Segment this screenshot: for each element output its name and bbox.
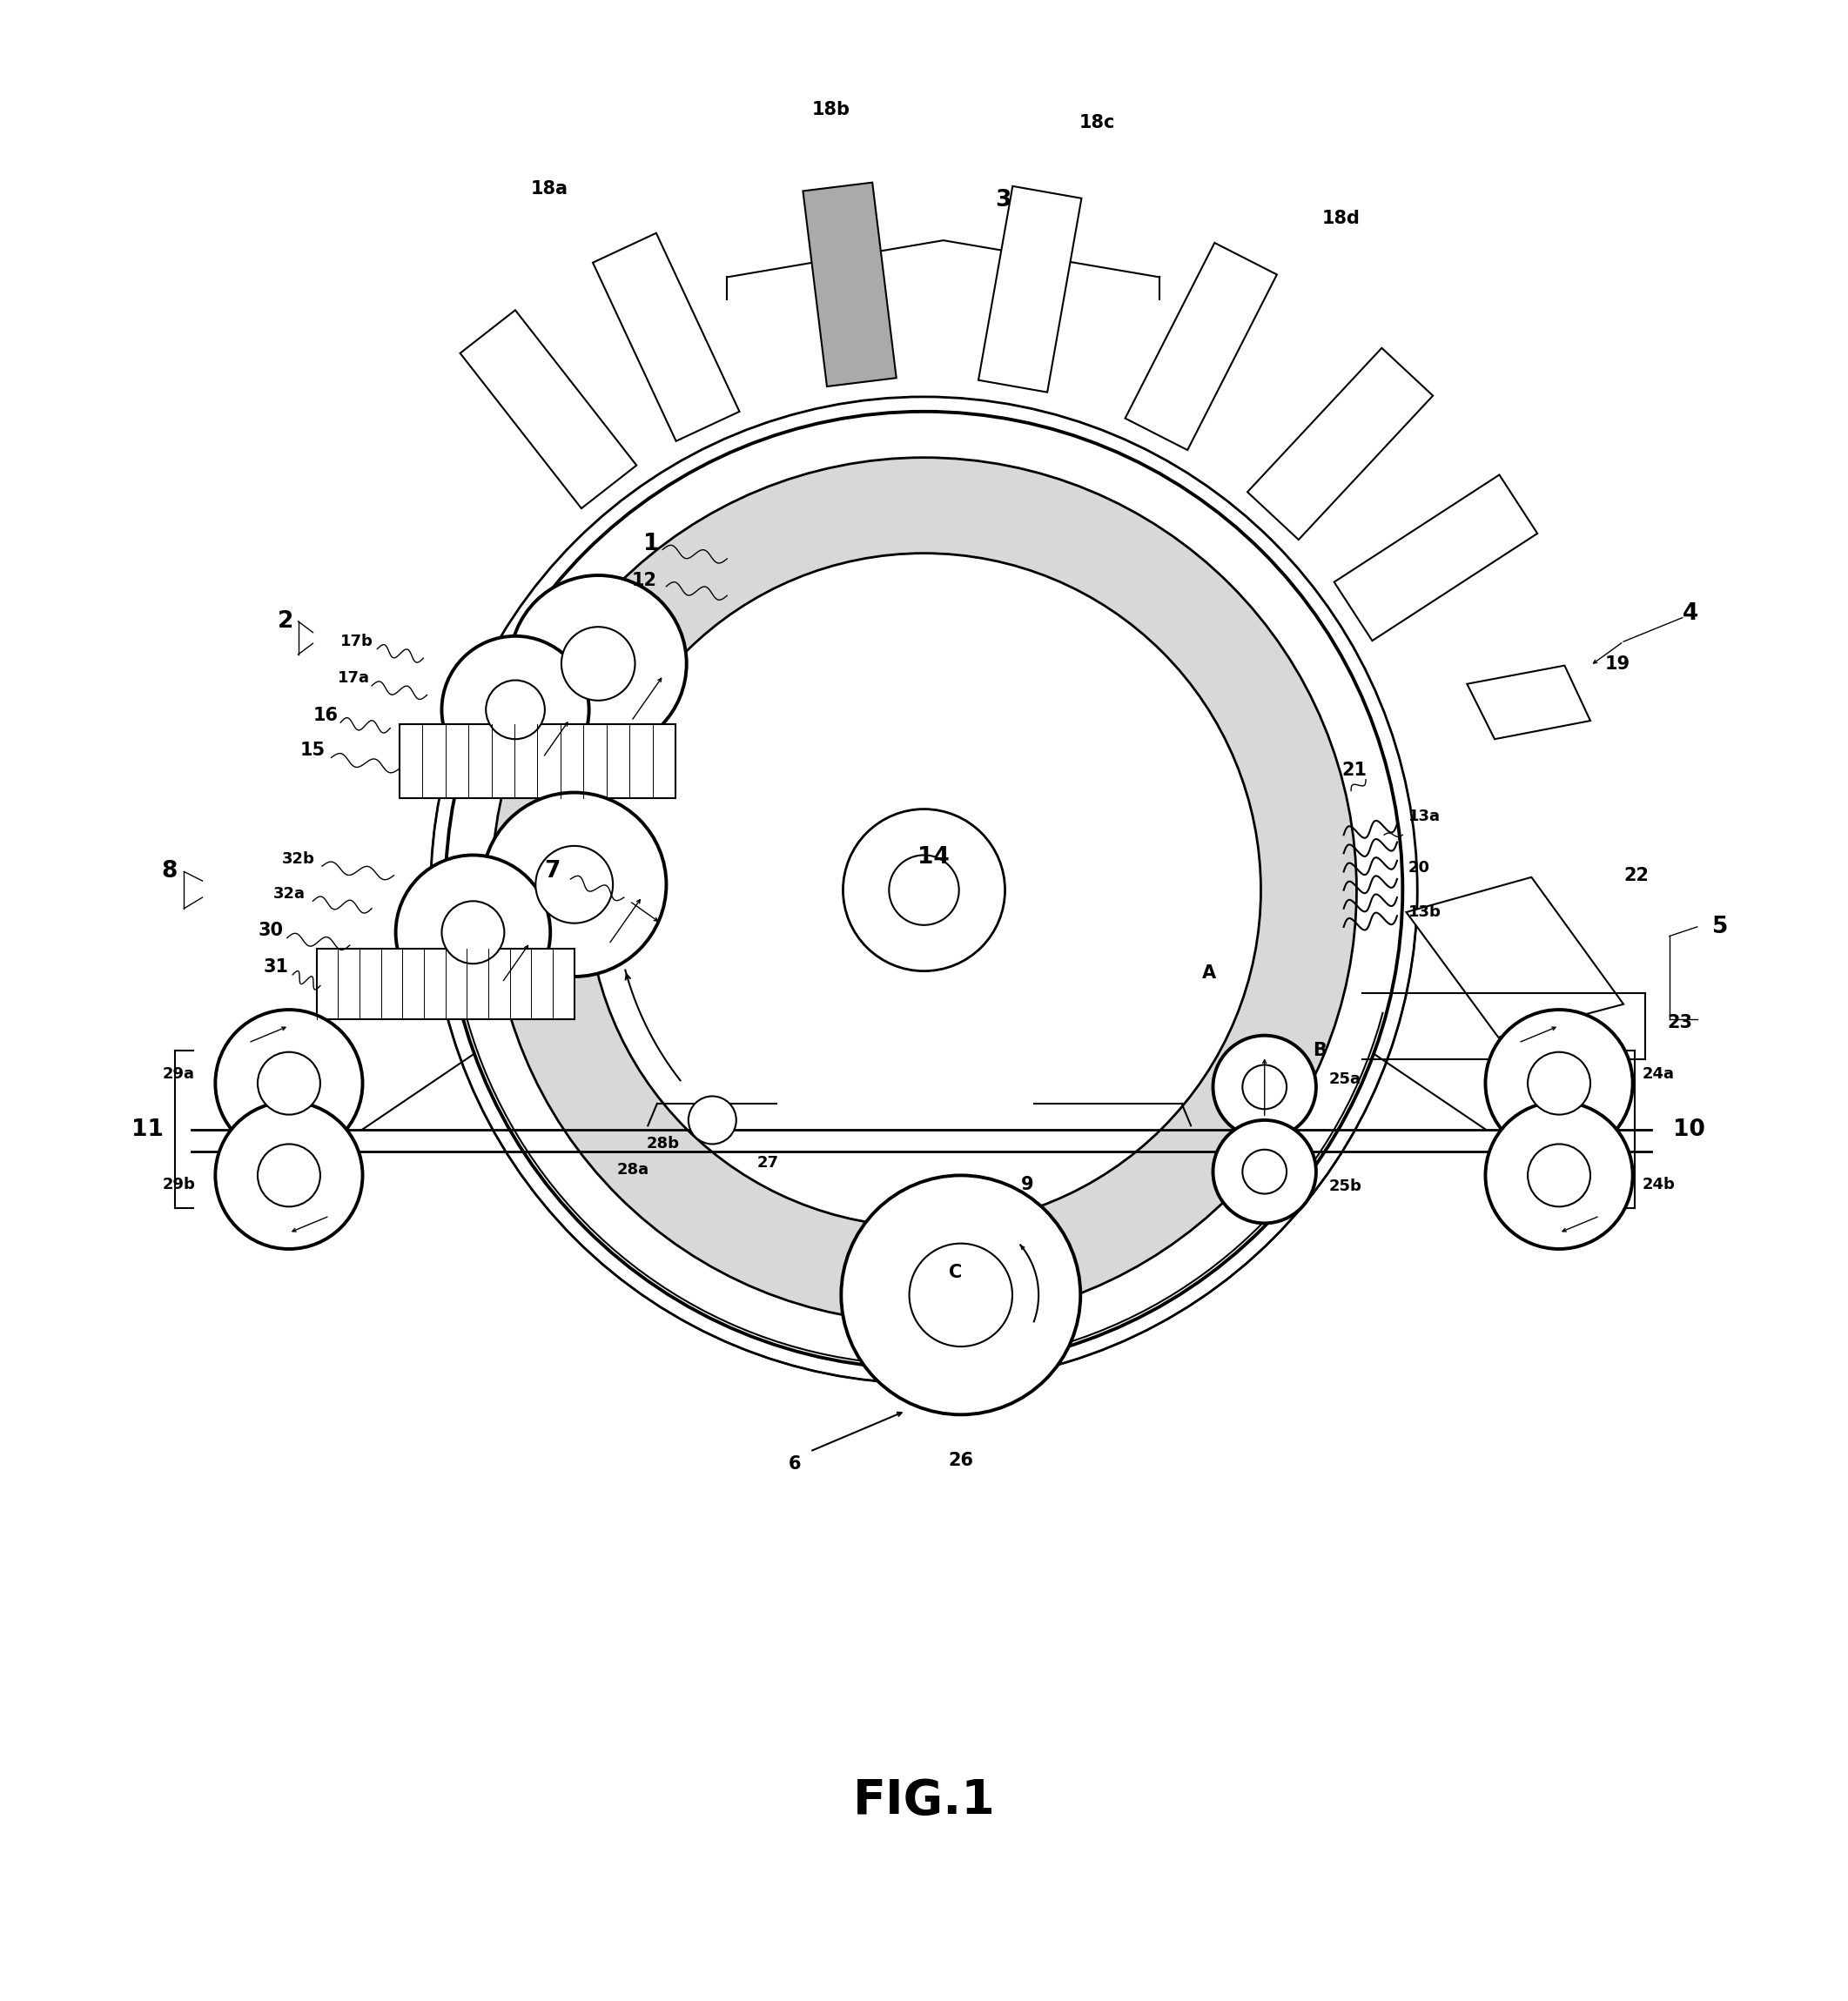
Polygon shape: [460, 310, 636, 508]
Text: 6: 6: [789, 1455, 802, 1473]
Text: 25a: 25a: [1329, 1073, 1362, 1087]
Polygon shape: [1406, 876, 1624, 1037]
Text: 10: 10: [1672, 1119, 1706, 1141]
Text: 18d: 18d: [1321, 210, 1360, 228]
Text: 25b: 25b: [1329, 1179, 1362, 1195]
Circle shape: [442, 900, 505, 964]
Text: 1: 1: [643, 532, 660, 556]
Bar: [399, 724, 676, 798]
Text: 13a: 13a: [1408, 808, 1440, 824]
Text: 24a: 24a: [1641, 1067, 1674, 1083]
Text: 23: 23: [1667, 1015, 1693, 1031]
Circle shape: [909, 1243, 1013, 1347]
Circle shape: [395, 854, 551, 1011]
Text: 11: 11: [131, 1119, 164, 1141]
Text: 30: 30: [259, 922, 283, 938]
Circle shape: [588, 552, 1260, 1227]
Polygon shape: [1247, 348, 1432, 540]
Circle shape: [216, 1011, 362, 1157]
Circle shape: [843, 808, 1005, 970]
Text: B: B: [1312, 1041, 1327, 1059]
Circle shape: [562, 626, 636, 700]
Text: 12: 12: [632, 572, 656, 590]
Text: 29a: 29a: [163, 1067, 196, 1083]
Text: 32a: 32a: [274, 886, 305, 902]
Text: 22: 22: [1624, 866, 1648, 884]
Text: 8: 8: [161, 860, 177, 882]
Text: 2: 2: [277, 610, 294, 632]
Text: 26: 26: [948, 1453, 974, 1469]
Circle shape: [1242, 1065, 1286, 1109]
Text: 17a: 17a: [338, 670, 370, 686]
Text: 29b: 29b: [163, 1177, 196, 1193]
Polygon shape: [1334, 474, 1538, 640]
Text: 28b: 28b: [647, 1137, 680, 1153]
Text: 21: 21: [1342, 762, 1368, 778]
Text: 7: 7: [543, 860, 560, 882]
Circle shape: [492, 458, 1356, 1323]
Bar: [316, 948, 575, 1019]
Text: 17b: 17b: [340, 634, 373, 650]
Circle shape: [216, 1103, 362, 1249]
Circle shape: [1242, 1151, 1286, 1195]
Text: 13b: 13b: [1408, 904, 1441, 920]
Circle shape: [482, 792, 667, 976]
Circle shape: [1528, 1053, 1591, 1115]
Circle shape: [1486, 1103, 1632, 1249]
Text: 18b: 18b: [811, 102, 850, 118]
Text: A: A: [1203, 964, 1216, 982]
Circle shape: [486, 680, 545, 738]
Text: 32b: 32b: [281, 850, 314, 866]
Polygon shape: [1125, 242, 1277, 450]
Circle shape: [445, 412, 1403, 1369]
Text: 14: 14: [917, 846, 950, 868]
Text: 18c: 18c: [1079, 114, 1114, 132]
Circle shape: [510, 576, 687, 752]
Circle shape: [889, 854, 959, 924]
Text: 15: 15: [299, 742, 325, 758]
Polygon shape: [1467, 666, 1591, 738]
Text: 31: 31: [264, 958, 288, 976]
Text: 24b: 24b: [1641, 1177, 1674, 1193]
Circle shape: [442, 636, 590, 782]
Circle shape: [1528, 1145, 1591, 1207]
Circle shape: [431, 396, 1417, 1383]
Text: 16: 16: [312, 706, 338, 724]
Circle shape: [257, 1145, 320, 1207]
Polygon shape: [593, 232, 739, 440]
Text: 5: 5: [1711, 916, 1728, 938]
Circle shape: [1486, 1011, 1632, 1157]
Polygon shape: [802, 182, 896, 386]
Text: 19: 19: [1606, 654, 1630, 672]
Text: 20: 20: [1408, 860, 1430, 876]
Text: C: C: [948, 1265, 963, 1281]
Text: 9: 9: [1020, 1177, 1033, 1193]
Text: FIG.1: FIG.1: [852, 1777, 996, 1825]
Text: 3: 3: [996, 188, 1011, 212]
Text: 4: 4: [1682, 602, 1698, 624]
Circle shape: [1212, 1121, 1316, 1223]
Text: 28a: 28a: [617, 1163, 649, 1179]
Text: 18a: 18a: [530, 180, 569, 198]
Circle shape: [689, 1097, 736, 1145]
Circle shape: [841, 1175, 1081, 1415]
Circle shape: [1212, 1035, 1316, 1139]
Text: 27: 27: [756, 1155, 778, 1171]
Circle shape: [536, 846, 614, 922]
Polygon shape: [978, 186, 1081, 392]
Circle shape: [257, 1053, 320, 1115]
